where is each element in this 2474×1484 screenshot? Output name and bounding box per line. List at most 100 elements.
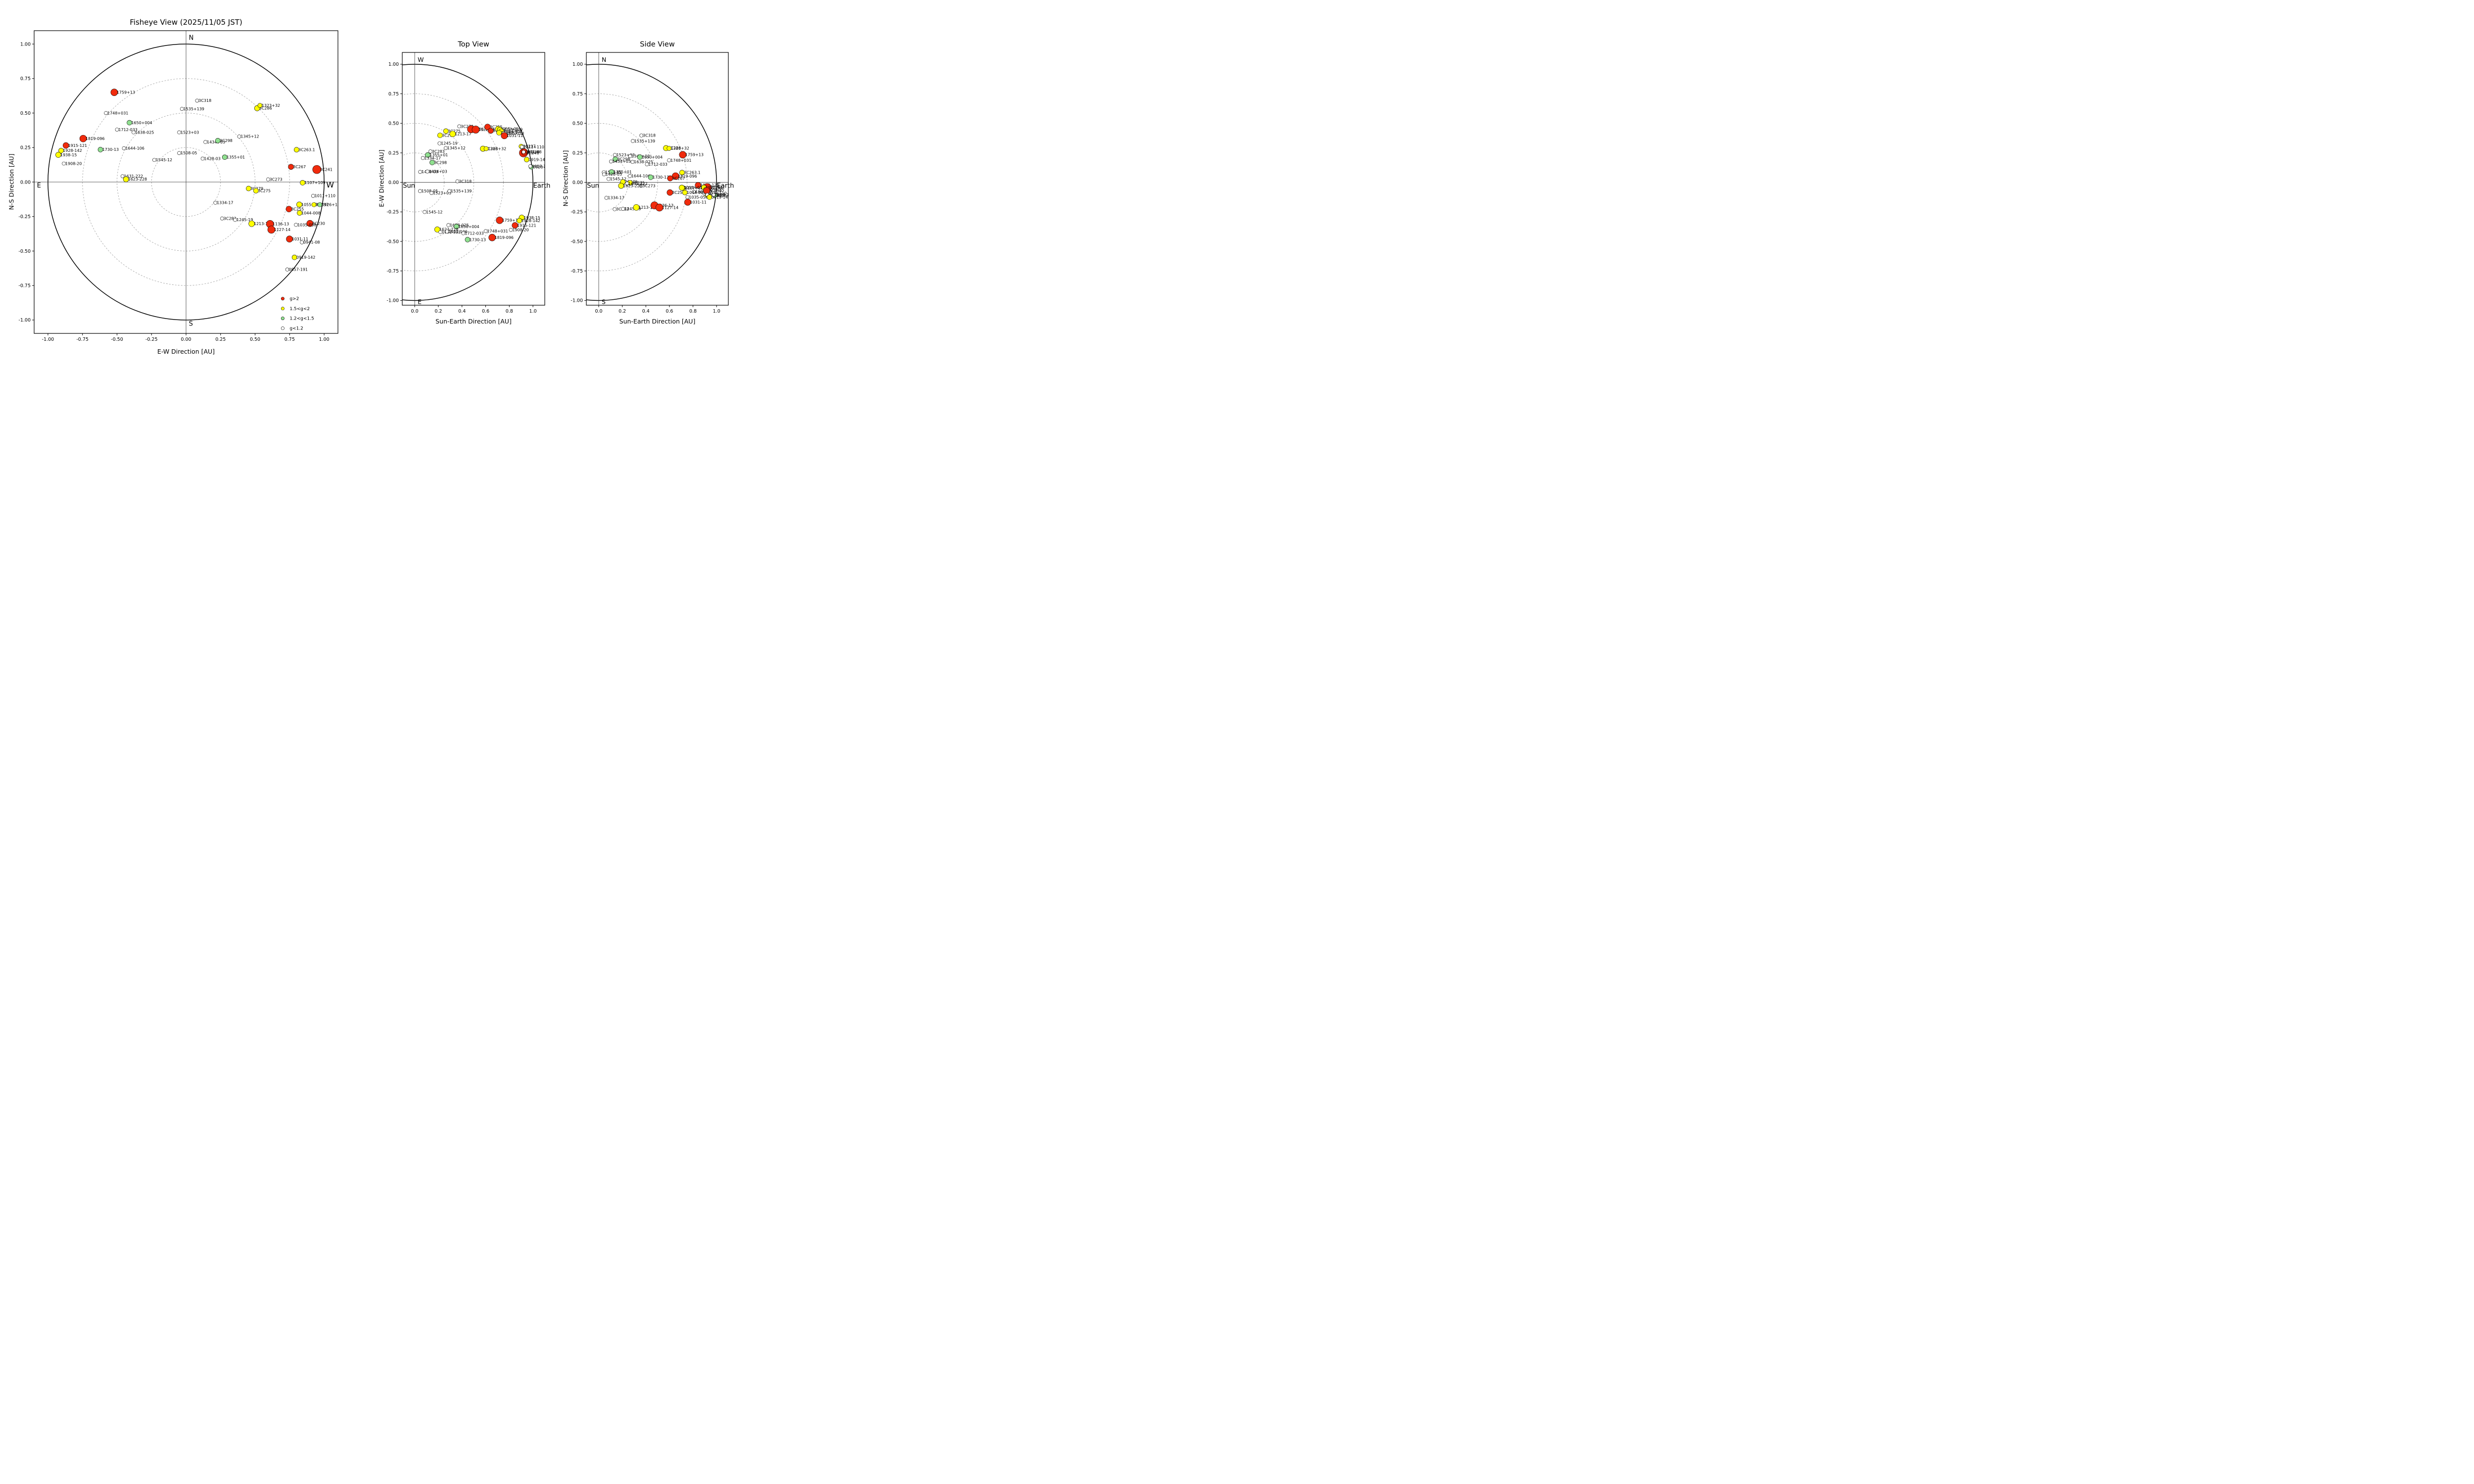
data-point-label: 1428-03 [422,170,438,174]
data-point [488,233,496,241]
y-tick-label: 0.50 [388,121,399,127]
y-tick-label: -1.00 [386,298,399,304]
data-point-label: 1355+01 [227,155,245,160]
data-point-label: 3C298 [617,157,630,162]
y-tick-label: 1.00 [388,62,399,67]
data-point-label: 1631-222 [442,230,461,234]
data-point-label: 1730-13 [653,175,669,180]
data-point-label: 1638-025 [450,223,469,228]
data-point-label: 0926+117 [322,203,342,207]
data-point [429,160,435,165]
data-point-label: 1107+109 [502,128,523,132]
x-tick-label: -0.75 [76,337,89,342]
side-view-plot: 3C318 1535+139 3C286 1323+32 1759+13 1523+03 1… [564,46,734,325]
data-point [443,146,448,150]
data-point-label: 1631-222 [124,174,143,179]
data-point [667,158,671,162]
data-point-label: 3C267 [293,165,306,169]
data-point [639,134,644,138]
data-point-label: 1127-14 [662,205,678,210]
data-point-label: 1523+03 [181,130,199,135]
data-point [122,146,126,150]
fisheye-title: Fisheye View (2025/11/05 JST) [130,18,242,27]
data-point-label: 1712-033 [465,231,484,235]
data-point-label: 3C298 [434,160,447,165]
data-point [613,207,617,211]
fisheye-plot: 1759+13 1748+031 1650+004 1712-033 1638-025 1… [12,25,344,353]
data-point-label: 3C318 [643,134,656,138]
data-point [465,237,471,242]
data-point-label: 0926+117 [533,165,554,169]
data-point [311,202,317,207]
data-point-label: 1623-228 [623,184,642,188]
figure: Fisheye View (2025/11/05 JST) Top View S… [0,0,742,371]
data-point-label: 1638-025 [634,160,653,164]
data-point [429,191,433,195]
data-point-label: 1035-058 [297,223,317,227]
data-point [418,189,422,193]
x-tick-label: 0.6 [482,309,489,314]
data-point [195,98,199,103]
data-point-label: 1712-033 [118,128,138,132]
data-point-label: 1044-008 [687,190,706,195]
legend-label: g>2 [289,297,299,302]
annotation-s: S [189,321,193,328]
x-tick-label: 0.75 [285,337,295,342]
y-tick-label: -0.25 [386,210,399,215]
data-point-label: 1523+03 [617,153,635,157]
data-point-label: 1035-058 [505,131,524,136]
data-point-label: 1759+13 [117,90,135,94]
y-tick-label: 0.00 [20,180,31,185]
data-point [421,156,425,160]
data-point-label: 3C237 [523,144,536,149]
data-point [692,189,696,194]
data-point [127,120,132,126]
axes-frame [402,52,545,306]
data-point-label: 1938-15 [523,216,540,220]
data-point [291,255,297,260]
data-point-label: 1938-15 [708,188,724,192]
data-point [609,169,615,175]
data-point-label: 1545-12 [156,158,172,162]
data-point-label: 3C241 [526,151,539,155]
x-tick-label: 1.00 [319,337,330,342]
data-point [679,151,687,159]
data-point [62,142,69,149]
data-point-label: 3C273 [461,124,474,129]
data-point-label: 3C286 [259,106,272,111]
data-point-label: 1345+12 [240,135,259,139]
legend-label: 1.2<g<1.5 [289,317,314,322]
data-point [625,182,629,186]
x-tick-label: 0.0 [595,309,602,314]
data-point-label: 1107+109 [685,186,706,190]
data-point-label: 1031-11 [507,134,523,138]
data-point-label: 1915-121 [68,143,87,148]
data-point-label: 1044-008 [503,129,523,134]
data-point-label: 1535+139 [184,107,204,111]
data-point [671,172,679,180]
data-point [606,177,611,181]
plot-canvas: 3C2733C2753C2791213-171136-131127-143C25… [386,52,554,314]
data-point [449,131,456,138]
x-tick-label: 0.2 [618,309,626,314]
data-point [682,189,688,195]
data-point-label: 1819-096 [86,137,105,141]
annotation-s: S [602,298,606,306]
data-point [679,170,685,176]
data-point-label: 1819-096 [494,235,514,240]
data-point [509,228,513,232]
data-point-label: 3C273 [270,178,283,182]
data-point-label: 3C318 [198,98,211,103]
data-point-label: 1650+004 [642,155,663,159]
data-point [437,141,442,145]
data-point-label: 0926+117 [716,193,737,198]
y-tick-label: 0.25 [388,150,399,156]
data-point [97,147,103,152]
y-tick-label: 0.50 [20,111,31,116]
data-point [288,164,294,170]
annotation-earth: Earth [533,182,551,189]
data-point-label: 1915-121 [517,223,536,228]
data-point [655,203,664,212]
data-point [457,124,461,129]
y-tick-label: -0.75 [18,283,31,289]
